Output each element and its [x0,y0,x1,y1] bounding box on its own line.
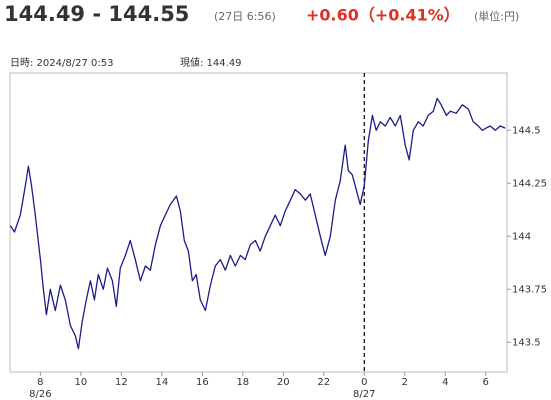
x-tick-label: 14 [155,377,168,388]
price-line [9,97,506,350]
x-tick-label: 6 [483,377,489,388]
plot-frame [9,72,508,373]
x-tick-label: 2 [402,377,408,388]
x-tick-label: 18 [236,377,249,388]
date-label: 8/26 [29,389,51,400]
x-tick-label: 4 [442,377,448,388]
x-tick-label: 20 [277,377,290,388]
x-tick-label: 8 [37,377,43,388]
y-tick-label: 143.75 [512,284,547,295]
x-tick-label: 10 [74,377,87,388]
date-label: 8/27 [353,389,375,400]
x-tick-label: 16 [196,377,209,388]
datetime: 日時: 2024/8/27 0:53 [10,57,113,69]
y-tick-label: 144.5 [512,125,541,136]
y-tick-label: 144.25 [512,178,547,189]
x-tick-label: 12 [115,377,128,388]
y-tick-label: 143.5 [512,337,541,348]
x-tick-label: 0 [361,377,367,388]
current-value: 現値: 144.49 [180,56,242,69]
unit: (単位:円) [474,9,519,23]
change: +0.60（+0.41%） [306,6,460,25]
price: 144.49 - 144.55 [4,2,189,26]
y-tick-label: 144 [512,231,531,242]
time: (27日 6:56) [214,10,276,23]
x-tick-label: 22 [317,377,330,388]
